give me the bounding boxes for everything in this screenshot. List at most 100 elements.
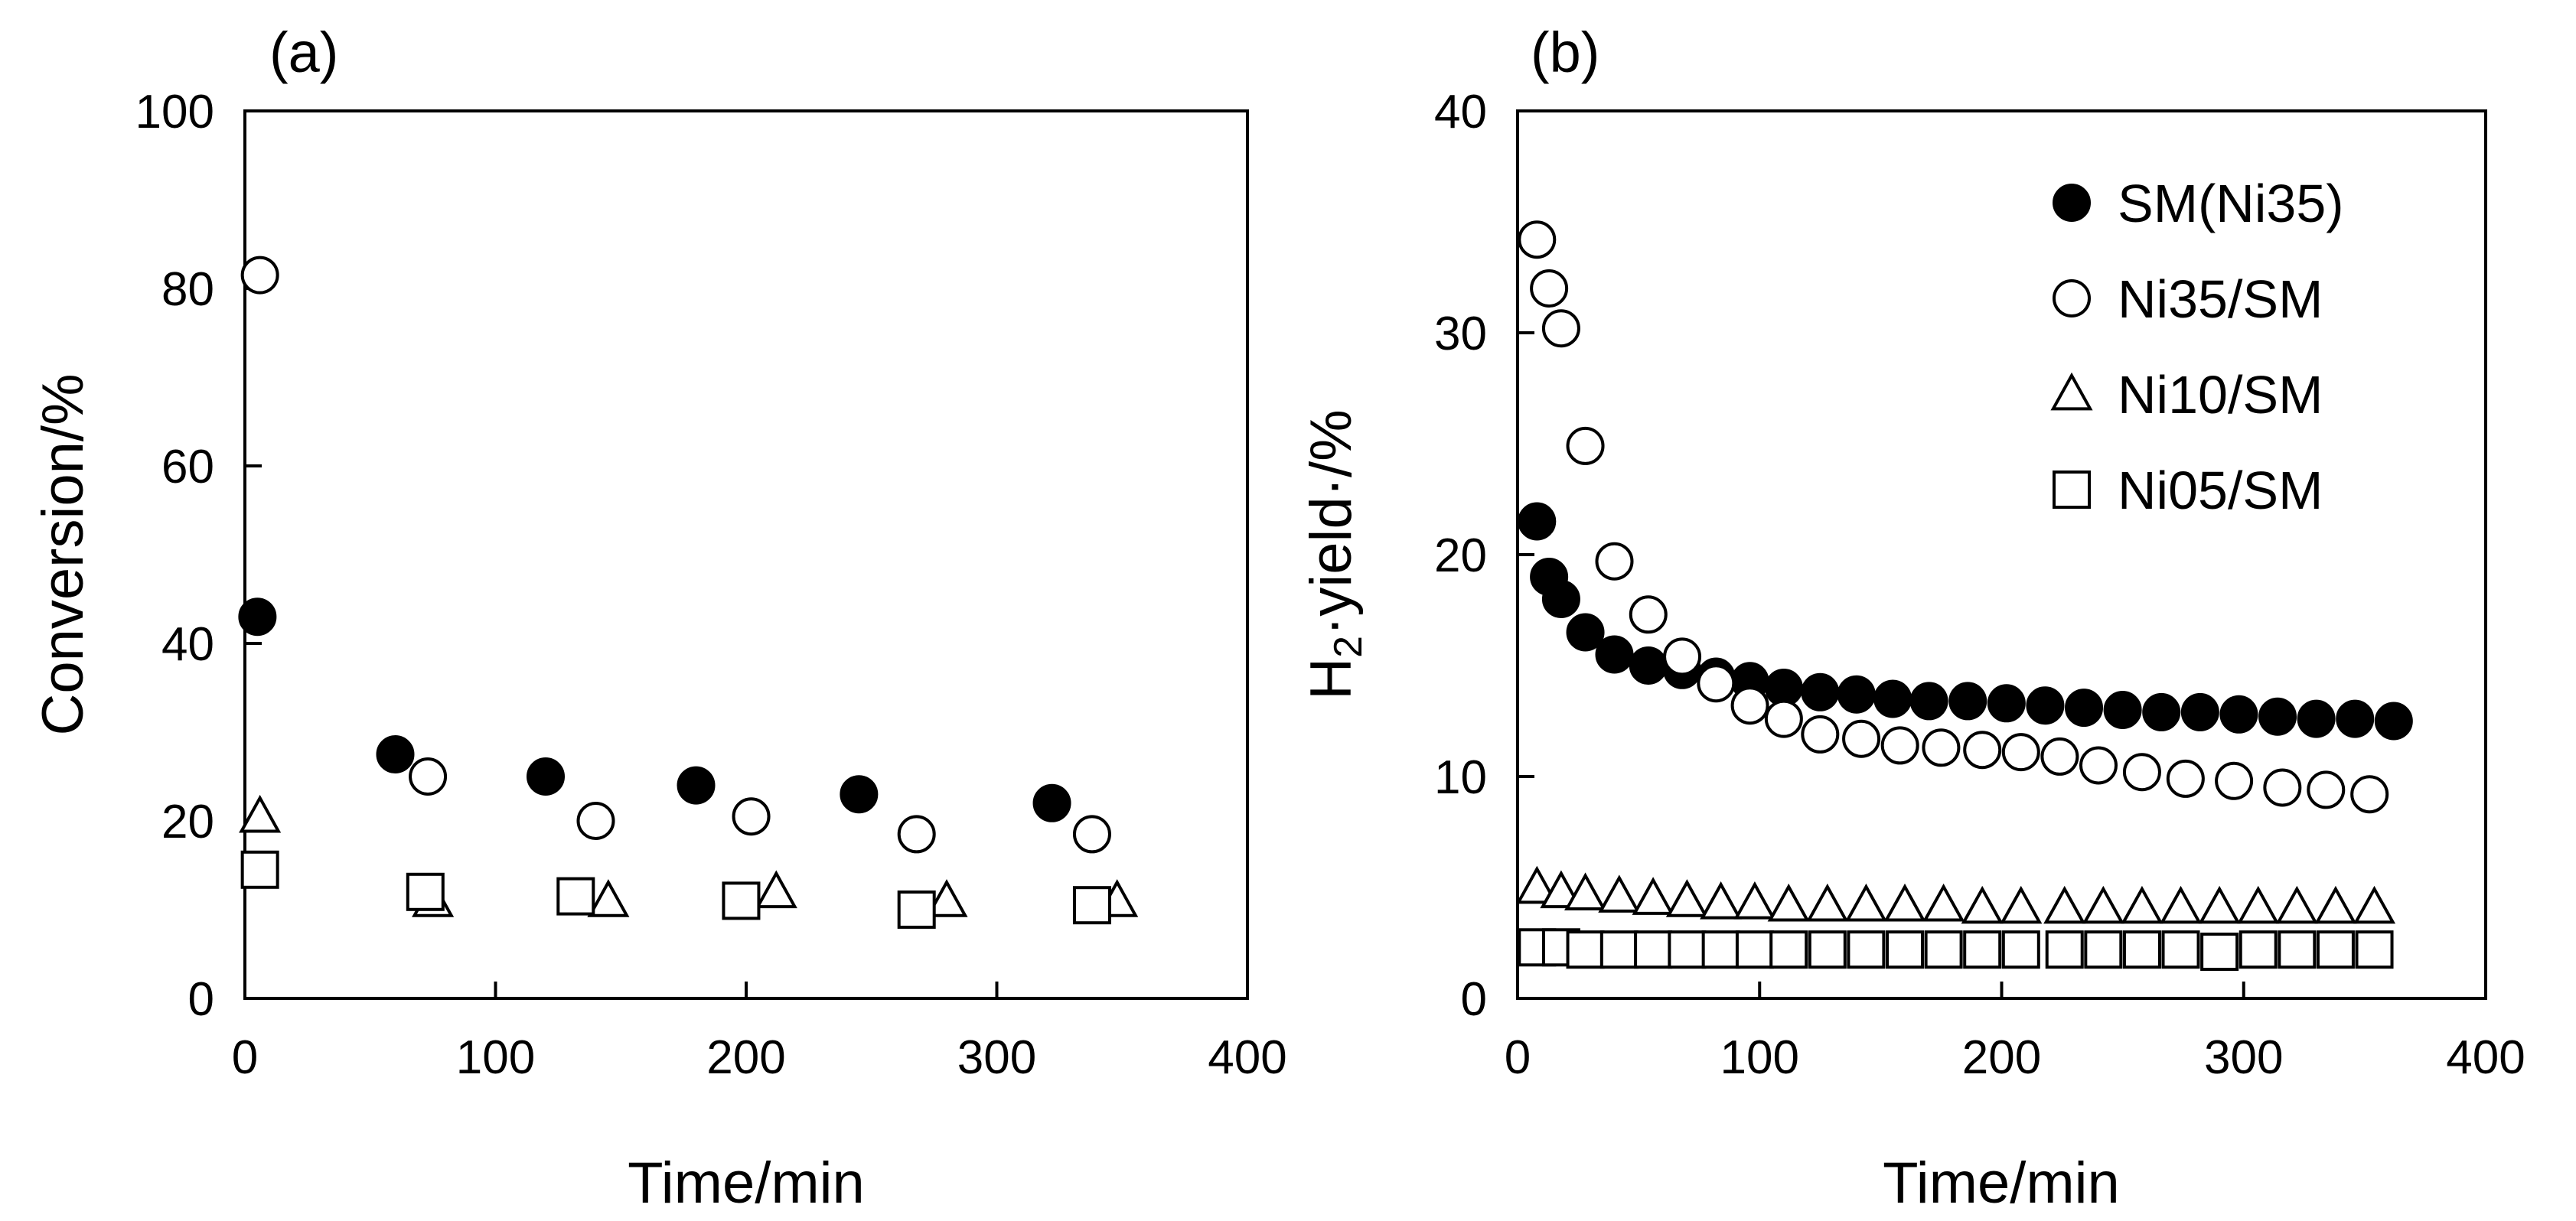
data-point <box>1924 930 1963 969</box>
data-point <box>1801 672 1840 711</box>
data-point <box>1540 870 1583 909</box>
data-point <box>2275 885 2318 924</box>
data-point <box>1518 220 1557 259</box>
legend-marker <box>2053 279 2091 317</box>
y-tick-label: 0 <box>1461 973 1487 1026</box>
data-point <box>1595 542 1634 581</box>
data-point <box>2159 885 2203 924</box>
legend-item: SM(Ni35) <box>2053 174 2344 233</box>
x-tick-label: 100 <box>1720 1031 1799 1084</box>
data-point <box>1566 930 1605 969</box>
y-tick-label: 100 <box>135 86 214 138</box>
data-point <box>1948 682 1987 721</box>
data-point <box>406 872 445 911</box>
legend-item: Ni35/SM <box>2053 269 2323 329</box>
data-point <box>1880 726 1919 765</box>
legend-marker <box>2050 372 2093 411</box>
data-point <box>1873 679 1912 718</box>
data-point <box>2314 885 2357 924</box>
data-point <box>1909 682 1948 721</box>
panel-a-ticks: 0 100 200 300 400 0 20 40 60 80 100 <box>135 86 1287 1084</box>
panel-a-points <box>238 256 1139 929</box>
data-point <box>1564 872 1607 911</box>
data-point <box>2374 702 2413 741</box>
data-point <box>2084 930 2123 969</box>
series-ni05-sm <box>240 850 1111 929</box>
data-point <box>1566 613 1605 652</box>
panel-b-plot-frame <box>1516 109 2487 1000</box>
data-point <box>2161 930 2200 969</box>
data-point <box>1599 930 1639 969</box>
data-point <box>556 877 595 916</box>
data-point <box>576 802 615 840</box>
data-point <box>1922 883 1965 922</box>
series-ni10-sm <box>239 794 1139 917</box>
data-point <box>2065 689 2104 728</box>
y-tick-label: 20 <box>161 796 214 848</box>
panel-b-y-axis-title: H2·yield·/% <box>1299 409 1371 699</box>
x-tick-label: 300 <box>957 1031 1036 1084</box>
data-point <box>2082 885 2124 924</box>
data-point <box>1883 883 1926 922</box>
data-point <box>1668 930 1707 969</box>
data-point <box>1963 731 2002 770</box>
data-point <box>1886 930 1924 969</box>
data-point <box>1963 930 2002 969</box>
data-point <box>587 879 630 917</box>
data-point <box>1808 930 1847 969</box>
data-point <box>238 597 277 637</box>
x-tick-label: 400 <box>2446 1031 2525 1084</box>
data-point <box>1735 930 1774 969</box>
y-tick-label: 60 <box>161 441 214 493</box>
x-tick-label: 0 <box>1505 1031 1531 1084</box>
panel-b-ticks: 0 100 200 300 400 0 10 20 30 40 <box>1434 86 2525 1084</box>
data-point <box>1632 877 1674 915</box>
data-point <box>1032 783 1071 822</box>
data-point <box>2122 930 2161 969</box>
data-point <box>677 766 716 805</box>
data-point <box>2316 930 2355 969</box>
y-tick-label: 20 <box>1434 529 1487 582</box>
data-point <box>1987 684 2026 723</box>
data-point <box>755 870 797 909</box>
x-tick-label: 200 <box>706 1031 785 1084</box>
data-point <box>2278 930 2317 969</box>
data-point <box>2239 930 2278 969</box>
data-point <box>2307 770 2346 809</box>
data-point <box>2350 775 2389 814</box>
data-point <box>1566 426 1605 465</box>
legend-item: Ni05/SM <box>2053 461 2323 520</box>
data-point <box>2198 885 2241 924</box>
data-point <box>1595 635 1634 674</box>
x-tick-label: 200 <box>1962 1031 2041 1084</box>
x-tick-label: 0 <box>232 1031 258 1084</box>
series-ni35-sm <box>240 256 1111 854</box>
data-point <box>2166 759 2205 798</box>
panel-b-points <box>1515 220 2413 972</box>
panel-b-label: (b) <box>1531 21 1599 84</box>
legend-label: Ni10/SM <box>2118 365 2323 425</box>
data-point <box>1530 269 1569 308</box>
data-point <box>2121 885 2164 924</box>
data-point <box>2215 761 2254 800</box>
data-point <box>2103 691 2142 729</box>
data-point <box>1769 930 1808 969</box>
data-point <box>840 775 879 814</box>
data-point <box>1701 930 1740 969</box>
panel-b-x-axis-title: Time/min <box>1883 1151 2120 1216</box>
data-point <box>2079 746 2118 785</box>
legend-label: SM(Ni35) <box>2118 174 2344 233</box>
data-point <box>2237 885 2280 924</box>
data-point <box>1598 874 1641 913</box>
panel-a-label: (a) <box>269 21 338 84</box>
data-point <box>240 256 279 295</box>
data-point <box>1922 728 1961 767</box>
series-ni35-sm <box>1518 220 2389 814</box>
data-point <box>2001 733 2040 772</box>
series-sm-ni35- <box>1518 502 2413 741</box>
data-point <box>2180 692 2219 731</box>
data-point <box>1634 930 1673 969</box>
data-point <box>1541 580 1580 618</box>
legend-marker <box>2053 184 2091 222</box>
